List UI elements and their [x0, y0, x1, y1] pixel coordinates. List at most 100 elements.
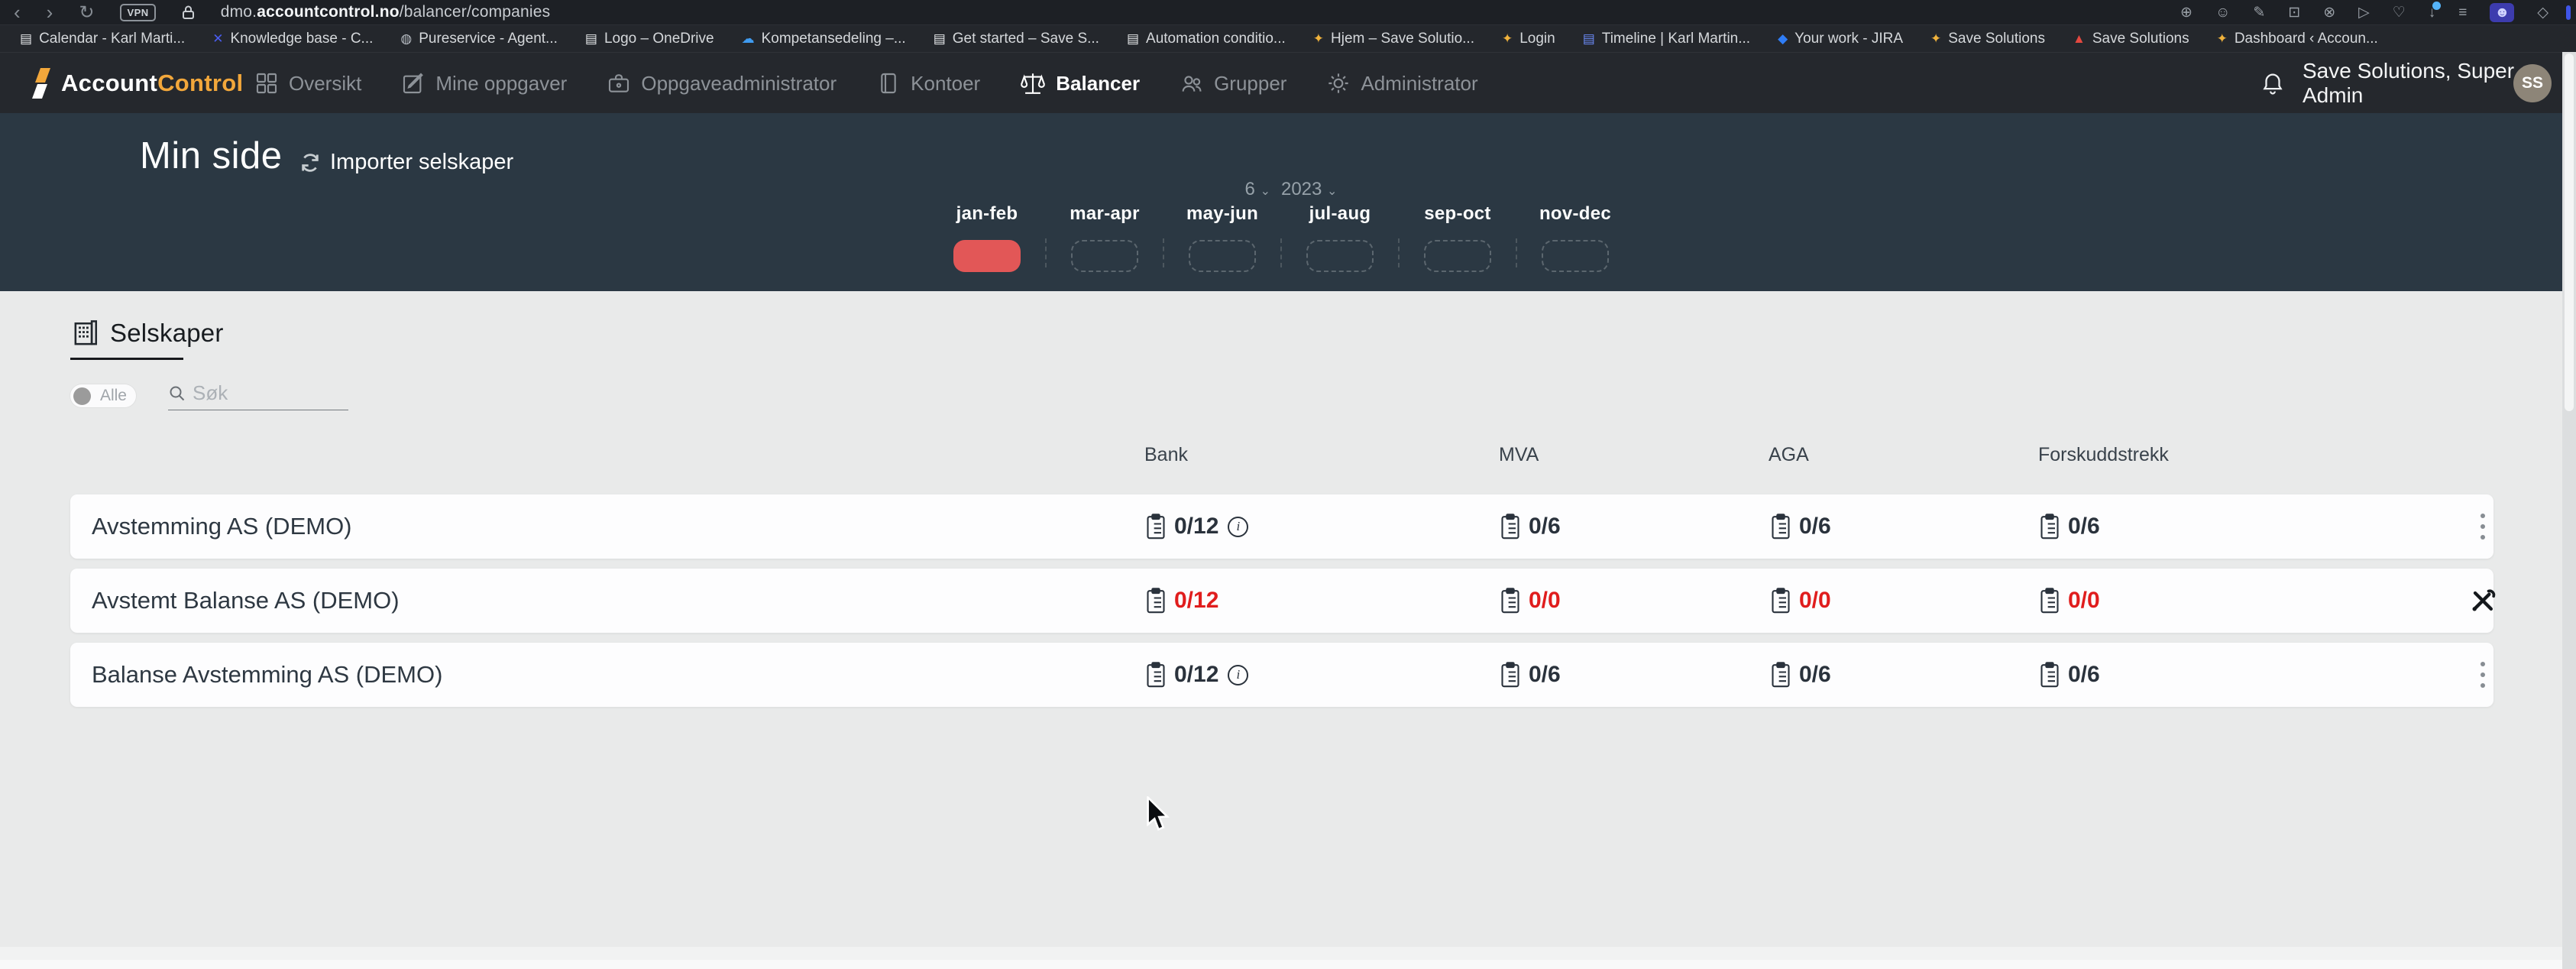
segment-pill[interactable] — [1542, 240, 1609, 272]
bank-cell[interactable]: 0/12 — [1145, 569, 1218, 633]
segment-nov-dec[interactable]: nov-dec — [1516, 203, 1634, 272]
period-year-select[interactable]: 2023 ⌄ — [1280, 179, 1338, 199]
url-bar[interactable]: dmo.accountcontrol.no/balancer/companies — [220, 3, 551, 21]
pureservice-icon: ◍ — [400, 31, 413, 46]
company-name[interactable]: Avstemming AS (DEMO) — [92, 513, 352, 540]
nav-item-oppgaveadministrator[interactable]: Oppgaveadministrator — [607, 71, 837, 96]
segment-label: jul-aug — [1309, 203, 1371, 224]
avatar[interactable]: SS — [2513, 64, 2552, 102]
forskuddstrekk-cell[interactable]: 0/6 — [2039, 643, 2100, 707]
segment-pill[interactable] — [1189, 240, 1256, 272]
app-navbar: AccountControl Oversikt Mine oppgaver Op… — [0, 52, 2576, 113]
nav-item-mine-oppgaver[interactable]: Mine oppgaver — [401, 71, 567, 96]
vpn-badge[interactable]: VPN — [120, 3, 156, 21]
column-header-aga: AGA — [1769, 444, 1809, 465]
table-row[interactable]: Avstemt Balanse AS (DEMO) 0/12 0/0 0/0 0… — [70, 569, 2496, 633]
nav-label: Oversikt — [289, 71, 362, 95]
forskuddstrekk-cell[interactable]: 0/6 — [2039, 494, 2100, 559]
share-icon[interactable]: ✎ — [2253, 4, 2266, 21]
bookmark-item[interactable]: ◆ Your work - JIRA — [1778, 31, 1903, 47]
notifications-bell-icon[interactable] — [2260, 70, 2286, 97]
bookmark-item[interactable]: ☁ Kompetansedeling –... — [742, 31, 906, 47]
info-icon[interactable]: i — [1228, 516, 1249, 537]
triangle-logo-icon: ▲ — [2073, 31, 2086, 46]
bookmark-item[interactable]: ✦ Login — [1502, 31, 1555, 47]
extensions-icon[interactable]: ◇ — [2537, 4, 2548, 21]
segment-jul-aug[interactable]: jul-aug — [1281, 203, 1399, 272]
sidebar-toggle-bar[interactable] — [2566, 5, 2571, 20]
bookmark-item[interactable]: ◍ Pureservice - Agent... — [400, 31, 558, 47]
segment-pill-selected[interactable] — [953, 240, 1021, 272]
info-icon[interactable]: i — [1228, 664, 1249, 685]
bookmark-item[interactable]: ▤ Timeline | Karl Martin... — [1583, 31, 1750, 47]
mva-cell[interactable]: 0/6 — [1500, 494, 1561, 559]
mva-value: 0/6 — [1529, 662, 1561, 687]
table-row[interactable]: Balanse Avstemming AS (DEMO) 0/12 i 0/6 … — [70, 643, 2493, 707]
segment-pill[interactable] — [1306, 240, 1374, 272]
table-row[interactable]: Avstemming AS (DEMO) 0/12 i 0/6 0/6 0/6 — [70, 494, 2493, 559]
heart-icon[interactable]: ♡ — [2392, 4, 2406, 21]
bank-cell[interactable]: 0/12 i — [1145, 643, 1249, 707]
browser-forward-button[interactable]: › — [46, 1, 53, 24]
send-icon[interactable]: ▷ — [2358, 4, 2370, 21]
mva-cell[interactable]: 0/0 — [1500, 569, 1561, 633]
browser-back-button[interactable]: ‹ — [14, 1, 21, 24]
company-name[interactable]: Balanse Avstemming AS (DEMO) — [92, 661, 443, 688]
segment-sep-oct[interactable]: sep-oct — [1399, 203, 1516, 272]
bookmark-label: Save Solutions — [2092, 30, 2189, 47]
aga-cell[interactable]: 0/6 — [1770, 643, 1831, 707]
aga-cell[interactable]: 0/0 — [1770, 569, 1831, 633]
camera-icon[interactable]: ⊡ — [2288, 4, 2301, 21]
segment-pill[interactable] — [1424, 240, 1491, 272]
document-icon: ▤ — [584, 31, 597, 46]
aga-cell[interactable]: 0/6 — [1770, 494, 1831, 559]
browser-reload-button[interactable]: ↻ — [79, 2, 95, 23]
profile-icon[interactable]: ☻ — [2490, 2, 2515, 22]
segment-pill[interactable] — [1071, 240, 1138, 272]
segment-mar-apr[interactable]: mar-apr — [1046, 203, 1163, 272]
company-name[interactable]: Avstemt Balanse AS (DEMO) — [92, 587, 400, 614]
download-icon[interactable]: ↓ — [2429, 1, 2442, 20]
bookmark-item[interactable]: ✦ Dashboard ‹ Accoun... — [2217, 31, 2378, 47]
period-count-select[interactable]: 6 ⌄ — [1244, 179, 1270, 199]
row-menu-button[interactable] — [2468, 643, 2498, 707]
nav-item-administrator[interactable]: Administrator — [1326, 71, 1478, 96]
mva-cell[interactable]: 0/6 — [1500, 643, 1561, 707]
nav-item-balancer[interactable]: Balancer — [1020, 70, 1140, 96]
bookmark-item[interactable]: ▲ Save Solutions — [2073, 31, 2189, 47]
user-label[interactable]: Save Solutions, Super Admin — [2303, 59, 2515, 107]
emoji-icon[interactable]: ☺ — [2215, 4, 2231, 21]
nav-item-grupper[interactable]: Grupper — [1180, 71, 1286, 96]
zoom-icon[interactable]: ⊕ — [2180, 4, 2193, 21]
import-companies-button[interactable]: Importer selskaper — [299, 150, 513, 175]
clipboard-icon — [1501, 588, 1519, 614]
row-menu-button[interactable] — [2468, 494, 2498, 559]
row-tools-button[interactable] — [2468, 569, 2498, 633]
aga-value: 0/0 — [1799, 588, 1831, 613]
bank-cell[interactable]: 0/12 i — [1145, 494, 1249, 559]
nav-item-oversikt[interactable]: Oversikt — [254, 71, 361, 96]
forskuddstrekk-cell[interactable]: 0/0 — [2039, 569, 2100, 633]
segment-divider — [1163, 238, 1164, 267]
search-input[interactable] — [193, 381, 338, 405]
period-picker[interactable]: 6 ⌄ 2023 ⌄ — [1222, 179, 1360, 200]
refresh-icon — [302, 153, 319, 172]
sliders-icon[interactable]: ≡ — [2458, 4, 2468, 21]
forskuddstrekk-value: 0/6 — [2068, 662, 2100, 687]
segment-jan-feb[interactable]: jan-feb — [928, 203, 1046, 272]
bookmark-item[interactable]: ✦ Hjem – Save Solutio... — [1313, 31, 1474, 47]
bookmark-item[interactable]: ✦ Save Solutions — [1930, 31, 2045, 47]
bookmark-item[interactable]: ▤ Calendar - Karl Marti... — [20, 31, 185, 47]
shield-block-icon[interactable]: ⊗ — [2323, 4, 2336, 21]
bookmark-item[interactable]: ▤ Automation conditio... — [1127, 31, 1286, 47]
segment-may-jun[interactable]: may-jun — [1163, 203, 1281, 272]
account-control-logo[interactable]: AccountControl — [31, 53, 243, 114]
clipboard-icon — [1772, 662, 1790, 688]
bookmark-item[interactable]: ✕ Knowledge base - C... — [212, 31, 373, 47]
all-filter-toggle[interactable]: Alle — [70, 384, 136, 407]
bookmark-label: Knowledge base - C... — [230, 30, 374, 47]
vertical-scrollbar-thumb[interactable] — [2565, 53, 2574, 411]
nav-item-kontoer[interactable]: Kontoer — [876, 71, 980, 96]
bookmark-item[interactable]: ▤ Get started – Save S... — [934, 31, 1099, 47]
bookmark-item[interactable]: ▤ Logo – OneDrive — [585, 31, 714, 47]
